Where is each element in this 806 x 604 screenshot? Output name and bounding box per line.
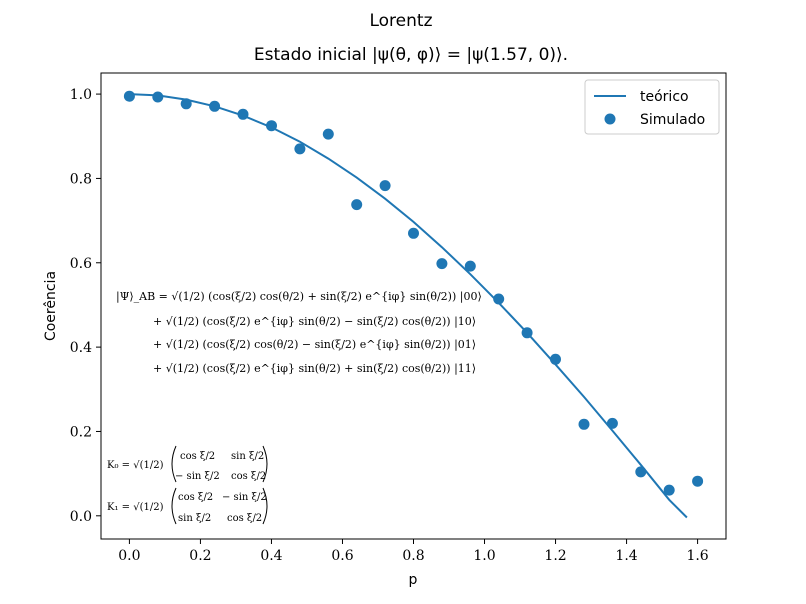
simulated-point [351,199,363,211]
k0-r2c2: cos ξ/2 [231,471,266,482]
k0-right-paren [262,445,268,483]
k0-label: K₀ = √(1/2) [107,460,164,471]
k1-right-paren [262,487,268,525]
x-tick-label: 1.0 [473,548,495,564]
x-tick-label: 0.4 [260,548,282,564]
k1-r1c2: − sin ξ/2 [222,492,267,503]
k0-r1c1: cos ξ/2 [180,451,215,462]
kraus-matrix-k0: K₀ = √(1/2) cos ξ/2 sin ξ/2 − sin ξ/2 co… [107,445,268,483]
y-axis-label: Coerência [43,271,59,341]
legend-label-teorico: teórico [640,89,689,105]
chart-title: Lorentz [369,11,432,31]
simulated-point [578,418,590,430]
simulated-points-layer [123,90,704,496]
equation-line-4: + √(1/2) (cos(ξ/2) e^{iφ} sin(θ/2) + sin… [153,362,476,376]
simulated-point [550,353,561,365]
simulated-point [663,484,675,496]
kraus-matrix-k1: K₁ = √(1/2) cos ξ/2 − sin ξ/2 sin ξ/2 co… [107,487,268,525]
simulated-point [180,98,192,110]
k1-label: K₁ = √(1/2) [107,502,164,513]
simulated-point [152,91,164,103]
simulated-point [209,100,221,112]
simulated-point [521,327,533,339]
simulated-point [237,108,249,120]
equation-line-3: + √(1/2) (cos(ξ/2) cos(θ/2) − sin(ξ/2) e… [153,338,476,352]
x-axis-label: p [409,572,418,588]
simulated-point [436,258,448,270]
simulated-point [123,90,135,102]
simulated-point [379,180,391,192]
x-tick-label: 0.2 [189,548,211,564]
x-axis-ticks: 0.0 0.2 0.4 0.6 0.8 1.0 1.2 1.4 1.6 [118,539,709,564]
chart-subtitle: Estado inicial |ψ(θ, φ)⟩ = |ψ(1.57, 0)⟩. [254,45,568,65]
plot-frame [100,72,727,540]
legend-label-simulado: Simulado [640,112,705,128]
theory-line-layer [129,93,688,519]
simulated-point [294,143,306,155]
y-tick-label: 0.4 [70,340,92,356]
k0-left-paren [171,445,177,483]
theory-line [129,93,688,519]
k1-r2c2: cos ξ/2 [227,513,262,524]
y-axis-ticks: 0.0 0.2 0.4 0.6 0.8 1.0 [70,87,101,525]
x-tick-label: 1.6 [686,548,708,564]
simulated-point [408,227,419,239]
y-tick-label: 1.0 [70,87,92,103]
x-tick-label: 0.6 [331,548,353,564]
y-tick-label: 0.6 [70,256,92,272]
x-tick-label: 1.2 [544,548,566,564]
simulated-point [322,128,334,140]
x-tick-label: 0.8 [402,548,424,564]
legend: teórico Simulado [584,79,720,135]
k0-r1c2: sin ξ/2 [231,451,264,462]
k1-r2c1: sin ξ/2 [178,513,211,524]
simulated-point [493,293,505,305]
y-tick-label: 0.2 [70,424,92,440]
k0-r2c1: − sin ξ/2 [175,471,220,482]
simulated-point [464,260,476,272]
equation-line-1: |Ψ⟩_AB = √(1/2) (cos(ξ/2) cos(θ/2) + sin… [116,290,482,304]
legend-box [584,79,720,135]
simulated-point [635,466,647,478]
equation-line-2: + √(1/2) (cos(ξ/2) e^{iφ} sin(θ/2) − sin… [153,315,476,329]
x-tick-label: 0.0 [118,548,140,564]
k1-r1c1: cos ξ/2 [178,492,213,503]
y-tick-label: 0.0 [70,509,92,525]
simulated-point [266,120,277,132]
simulated-point [606,417,618,429]
y-tick-label: 0.8 [70,171,92,187]
state-equation: |Ψ⟩_AB = √(1/2) (cos(ξ/2) cos(θ/2) + sin… [116,290,482,376]
legend-marker-swatch [604,113,616,125]
x-tick-label: 1.4 [615,548,637,564]
simulated-point [692,475,704,487]
k1-left-paren [171,487,177,525]
